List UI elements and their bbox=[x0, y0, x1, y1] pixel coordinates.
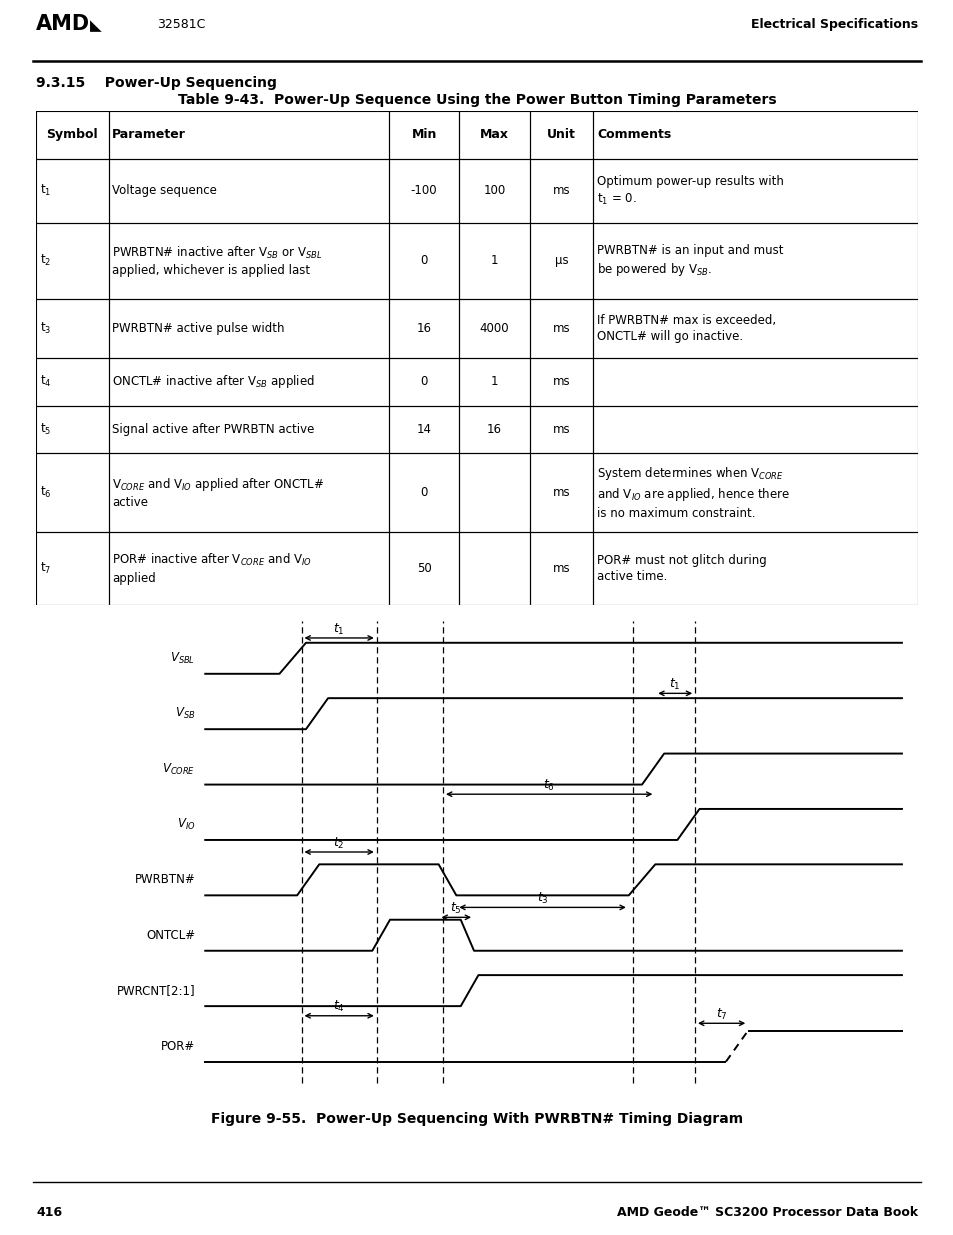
Text: Unit: Unit bbox=[547, 128, 576, 141]
Text: ms: ms bbox=[552, 422, 570, 436]
Text: t$_6$: t$_6$ bbox=[40, 485, 51, 500]
Text: 32581C: 32581C bbox=[157, 17, 206, 31]
Text: 16: 16 bbox=[487, 422, 501, 436]
Text: V$_{CORE}$ and V$_{IO}$ applied after ONCTL#
active: V$_{CORE}$ and V$_{IO}$ applied after ON… bbox=[112, 475, 324, 509]
Text: Electrical Specifications: Electrical Specifications bbox=[750, 17, 917, 31]
Text: $V_{SBL}$: $V_{SBL}$ bbox=[171, 651, 195, 666]
Text: AMD Geode™ SC3200 Processor Data Book: AMD Geode™ SC3200 Processor Data Book bbox=[616, 1207, 917, 1219]
Text: 1: 1 bbox=[491, 375, 497, 388]
Text: $t_1$: $t_1$ bbox=[333, 621, 345, 636]
Text: ms: ms bbox=[552, 562, 570, 574]
Text: PWRBTN# inactive after V$_{SB}$ or V$_{SBL}$
applied, whichever is applied last: PWRBTN# inactive after V$_{SB}$ or V$_{S… bbox=[112, 245, 322, 277]
Text: PWRBTN# active pulse width: PWRBTN# active pulse width bbox=[112, 322, 284, 335]
Text: POR#: POR# bbox=[161, 1040, 195, 1052]
Text: AMD: AMD bbox=[36, 15, 91, 35]
Text: Optimum power-up results with
t$_1$ = 0.: Optimum power-up results with t$_1$ = 0. bbox=[597, 174, 783, 206]
Text: 9.3.15    Power-Up Sequencing: 9.3.15 Power-Up Sequencing bbox=[36, 75, 276, 90]
Text: ms: ms bbox=[552, 322, 570, 335]
Text: t$_7$: t$_7$ bbox=[40, 561, 51, 576]
Text: $V_{IO}$: $V_{IO}$ bbox=[176, 816, 195, 832]
Text: Figure 9-55.  Power-Up Sequencing With PWRBTN# Timing Diagram: Figure 9-55. Power-Up Sequencing With PW… bbox=[211, 1112, 742, 1126]
Text: $t_1$: $t_1$ bbox=[669, 677, 680, 692]
Text: 0: 0 bbox=[420, 485, 427, 499]
Text: 14: 14 bbox=[416, 422, 431, 436]
Text: 416: 416 bbox=[36, 1207, 62, 1219]
Text: System determines when V$_{CORE}$
and V$_{IO}$ are applied, hence there
is no ma: System determines when V$_{CORE}$ and V$… bbox=[597, 466, 789, 520]
Text: 16: 16 bbox=[416, 322, 431, 335]
Text: Parameter: Parameter bbox=[112, 128, 186, 141]
Text: 100: 100 bbox=[483, 184, 505, 198]
Text: $t_5$: $t_5$ bbox=[450, 900, 461, 916]
Text: Table 9-43.  Power-Up Sequence Using the Power Button Timing Parameters: Table 9-43. Power-Up Sequence Using the … bbox=[177, 94, 776, 107]
Text: ms: ms bbox=[552, 485, 570, 499]
Text: If PWRBTN# max is exceeded,
ONCTL# will go inactive.: If PWRBTN# max is exceeded, ONCTL# will … bbox=[597, 314, 775, 343]
Text: $t_4$: $t_4$ bbox=[333, 999, 345, 1014]
Text: t$_3$: t$_3$ bbox=[40, 321, 51, 336]
Text: t$_2$: t$_2$ bbox=[40, 253, 51, 268]
Text: $t_7$: $t_7$ bbox=[715, 1007, 727, 1021]
Text: PWRBTN#: PWRBTN# bbox=[134, 873, 195, 887]
Text: μs: μs bbox=[555, 254, 568, 267]
Text: Symbol: Symbol bbox=[47, 128, 98, 141]
Text: Signal active after PWRBTN active: Signal active after PWRBTN active bbox=[112, 422, 314, 436]
Text: 50: 50 bbox=[416, 562, 431, 574]
Text: Max: Max bbox=[479, 128, 509, 141]
Text: Voltage sequence: Voltage sequence bbox=[112, 184, 216, 198]
Text: ms: ms bbox=[552, 184, 570, 198]
Text: $t_2$: $t_2$ bbox=[333, 835, 345, 851]
Text: ONTCL#: ONTCL# bbox=[146, 929, 195, 942]
Text: t$_5$: t$_5$ bbox=[40, 422, 51, 437]
Text: $t_6$: $t_6$ bbox=[542, 778, 555, 793]
Text: $V_{SB}$: $V_{SB}$ bbox=[174, 706, 195, 721]
Text: $t_3$: $t_3$ bbox=[537, 890, 548, 906]
Text: Comments: Comments bbox=[597, 128, 670, 141]
Text: -100: -100 bbox=[411, 184, 437, 198]
Text: ONCTL# inactive after V$_{SB}$ applied: ONCTL# inactive after V$_{SB}$ applied bbox=[112, 373, 314, 390]
Text: 4000: 4000 bbox=[479, 322, 509, 335]
Text: 1: 1 bbox=[491, 254, 497, 267]
Text: 0: 0 bbox=[420, 254, 427, 267]
Text: t$_1$: t$_1$ bbox=[40, 183, 51, 199]
Text: PWRCNT[2:1]: PWRCNT[2:1] bbox=[116, 984, 195, 997]
Text: ◣: ◣ bbox=[90, 19, 101, 33]
Text: 0: 0 bbox=[420, 375, 427, 388]
Text: t$_4$: t$_4$ bbox=[40, 374, 51, 389]
Text: PWRBTN# is an input and must
be powered by V$_{SB}$.: PWRBTN# is an input and must be powered … bbox=[597, 243, 782, 278]
Text: Min: Min bbox=[411, 128, 436, 141]
Text: POR# must not glitch during
active time.: POR# must not glitch during active time. bbox=[597, 553, 766, 583]
Text: $V_{CORE}$: $V_{CORE}$ bbox=[162, 762, 195, 777]
Text: POR# inactive after V$_{CORE}$ and V$_{IO}$
applied: POR# inactive after V$_{CORE}$ and V$_{I… bbox=[112, 552, 312, 584]
Text: ms: ms bbox=[552, 375, 570, 388]
